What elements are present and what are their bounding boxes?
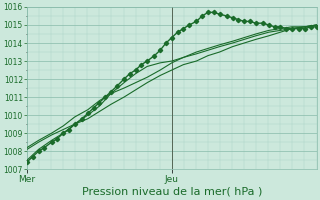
X-axis label: Pression niveau de la mer( hPa ): Pression niveau de la mer( hPa ) — [82, 187, 262, 197]
